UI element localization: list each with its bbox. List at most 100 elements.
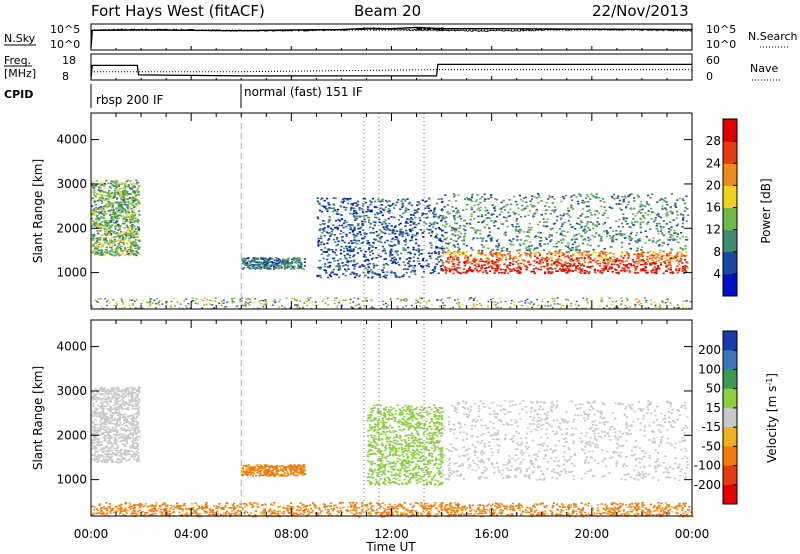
power-cell — [553, 262, 556, 264]
power-cell — [299, 258, 302, 260]
power-cell — [601, 252, 604, 254]
power-cell — [622, 257, 625, 259]
velocity-cell — [92, 402, 95, 405]
near-range-cell — [624, 304, 627, 307]
power-cell — [618, 203, 621, 205]
power-cell — [585, 254, 588, 256]
power-cell — [664, 207, 667, 209]
power-cell — [110, 254, 113, 256]
power-cell — [611, 240, 614, 242]
power-cell — [560, 270, 564, 272]
power-cell — [500, 257, 503, 260]
power-cell — [118, 244, 121, 247]
power-cell — [540, 214, 543, 216]
power-cell — [606, 232, 609, 235]
power-cell — [397, 243, 400, 245]
power-cell — [369, 223, 372, 225]
power-cell — [604, 255, 608, 258]
power-cell — [446, 251, 449, 253]
power-cell — [136, 188, 139, 191]
power-cell — [533, 249, 536, 251]
near-range-cell — [497, 306, 500, 308]
near-range-cell — [494, 301, 497, 303]
power-cell — [114, 228, 117, 230]
power-cell — [353, 210, 356, 212]
power-cell — [126, 242, 129, 244]
power-cell — [676, 223, 679, 226]
power-cell — [464, 256, 467, 258]
near-range-cell — [302, 305, 305, 308]
power-cell — [375, 216, 378, 219]
power-cell — [364, 274, 367, 277]
power-cell — [525, 235, 528, 238]
power-cell — [370, 231, 373, 234]
power-cell — [455, 212, 458, 215]
power-cell — [416, 231, 419, 234]
power-cell — [398, 234, 401, 237]
power-cell — [246, 257, 249, 259]
power-cell — [545, 201, 548, 204]
power-cell — [91, 217, 94, 220]
power-cell — [572, 243, 575, 246]
power-cell — [448, 260, 451, 263]
power-cell — [421, 212, 424, 215]
power-cell — [429, 272, 432, 274]
power-cell — [427, 265, 430, 268]
power-cell — [609, 227, 612, 229]
power-cell — [559, 233, 562, 236]
power-cell — [593, 257, 597, 260]
power-cell — [440, 208, 443, 210]
power-cell — [324, 205, 328, 208]
power-cell — [387, 264, 390, 266]
near-range-cell — [183, 300, 186, 302]
power-cell — [118, 239, 121, 242]
power-cell — [532, 268, 535, 271]
power-cell — [444, 269, 447, 271]
power-cell — [492, 213, 495, 215]
power-cell — [548, 196, 551, 199]
power-cell — [403, 274, 406, 276]
near-range-cell — [574, 303, 577, 305]
power-cell — [633, 200, 636, 202]
power-cell — [566, 271, 569, 273]
power-cell — [391, 260, 394, 262]
power-cell — [323, 227, 327, 229]
power-cell — [100, 225, 103, 227]
power-cell — [639, 209, 642, 211]
velocity-cell — [99, 456, 102, 458]
power-cell — [515, 257, 518, 259]
power-cell — [653, 251, 656, 253]
power-cell — [113, 251, 116, 253]
near-range-cell — [174, 305, 176, 307]
power-cell — [462, 252, 465, 255]
power-cell — [561, 196, 565, 198]
power-cell — [522, 200, 525, 203]
near-range-cell — [338, 299, 341, 301]
power-cell — [657, 254, 660, 256]
power-cell — [429, 255, 432, 257]
power-cell — [117, 226, 120, 228]
power-cell — [658, 257, 661, 259]
power-cell — [125, 234, 128, 236]
power-cell — [94, 223, 97, 226]
power-cell — [410, 237, 414, 239]
power-cell — [335, 238, 338, 240]
power-cell — [98, 254, 101, 257]
near-range-cell — [530, 301, 533, 303]
power-cell — [444, 225, 447, 228]
power-cell — [615, 220, 618, 222]
power-cell — [446, 247, 449, 249]
power-cell — [327, 239, 330, 241]
near-range-cell — [128, 304, 131, 306]
power-cell — [131, 185, 134, 187]
power-cell — [616, 197, 619, 199]
power-cell — [96, 226, 99, 229]
power-cell — [320, 241, 323, 244]
power-cell — [621, 226, 624, 228]
power-cell — [112, 217, 115, 220]
power-cell — [441, 255, 444, 257]
power-cell — [133, 241, 136, 244]
power-cell — [448, 200, 451, 202]
power-cell — [95, 206, 98, 209]
power-cell — [104, 220, 107, 222]
